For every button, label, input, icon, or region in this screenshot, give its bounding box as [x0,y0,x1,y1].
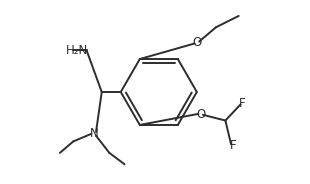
Text: F: F [230,139,236,152]
Text: N: N [90,127,99,140]
Text: O: O [192,36,202,49]
Text: H₂N: H₂N [66,44,88,57]
Text: F: F [239,97,246,110]
Text: O: O [196,108,205,121]
